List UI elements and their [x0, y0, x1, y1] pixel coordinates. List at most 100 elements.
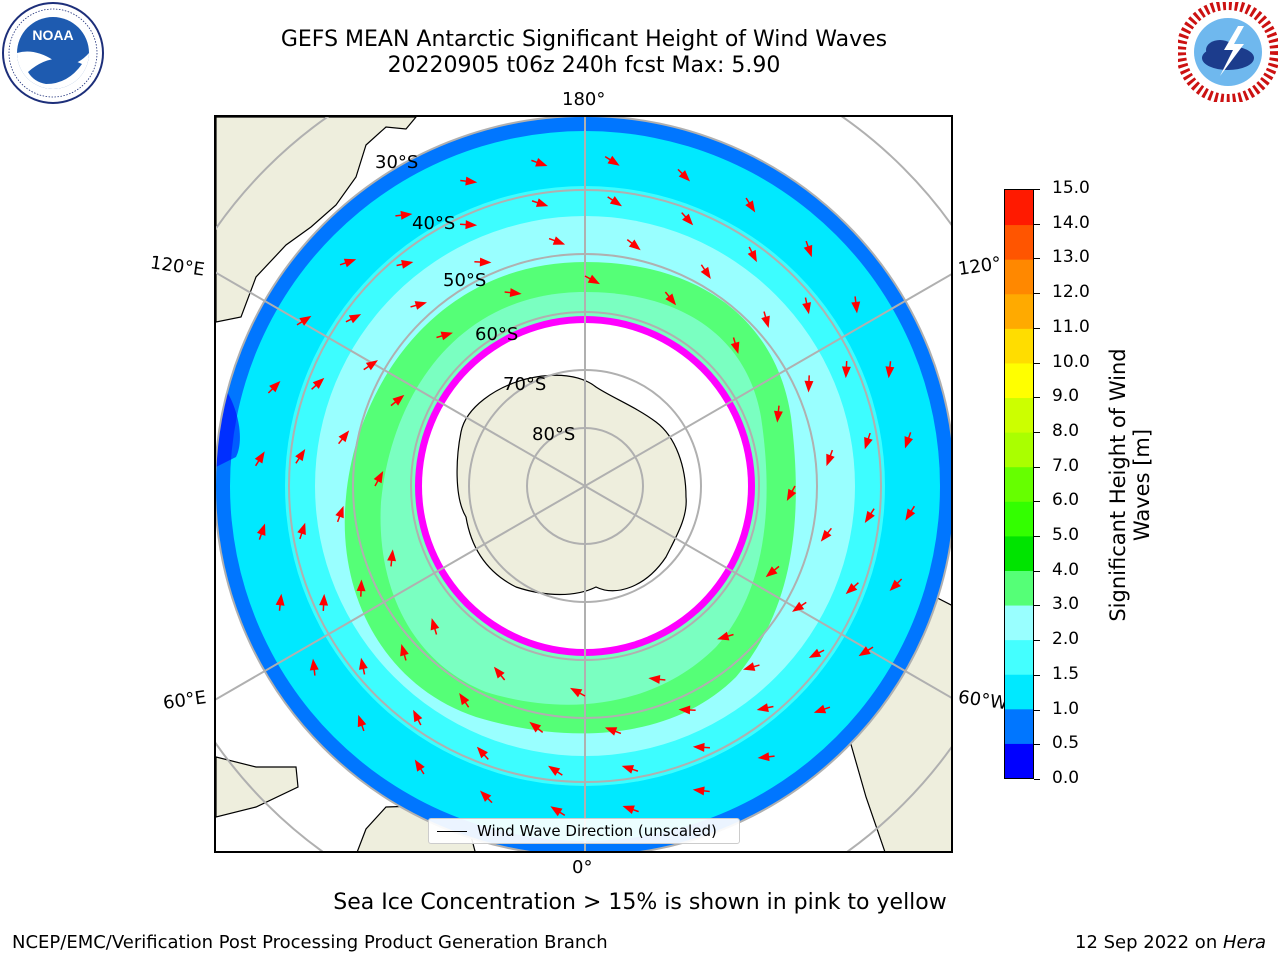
- colorbar-swatch: [1005, 674, 1033, 710]
- wind-arrow-head: [413, 709, 423, 723]
- wind-arrow-head: [804, 380, 814, 393]
- colorbar-tick-label: 4.0: [1052, 559, 1080, 580]
- wind-arrow-head: [757, 752, 770, 762]
- wind-arrow-head: [813, 704, 827, 714]
- wind-arrow-head: [476, 746, 488, 759]
- colorbar-tick-mark: [1034, 466, 1040, 468]
- wind-arrow-head: [587, 274, 600, 285]
- footer-host: Hera: [1222, 932, 1266, 953]
- wind-arrow-head: [465, 176, 478, 186]
- colorbar-swatch: [1005, 328, 1033, 364]
- colorbar-tick-label: 7.0: [1052, 455, 1080, 476]
- colorbar-swatch: [1005, 293, 1033, 329]
- nws-logo: [1176, 0, 1280, 104]
- wind-arrow-head: [312, 377, 325, 389]
- lat-label-50s: 50°S: [443, 270, 487, 291]
- wind-arrow-head: [550, 806, 563, 817]
- wind-arrow-head: [743, 662, 756, 671]
- colorbar-tick-label: 12.0: [1052, 282, 1090, 303]
- wind-arrow-head: [535, 158, 548, 167]
- wind-arrow-head: [479, 790, 492, 802]
- colorbar-tick-mark: [1034, 189, 1040, 190]
- colorbar-swatch: [1005, 605, 1033, 641]
- lat-label-30s: 30°S: [375, 152, 419, 173]
- wind-arrow-head: [365, 360, 378, 371]
- colorbar-tick-mark: [1034, 223, 1040, 225]
- colorbar-swatch: [1005, 362, 1033, 399]
- polar-map[interactable]: [214, 115, 953, 853]
- wind-arrow-head: [845, 583, 858, 595]
- colorbar-tick-mark: [1034, 674, 1040, 676]
- colorbar-tick-label: 5.0: [1052, 525, 1080, 546]
- map-title: GEFS MEAN Antarctic Significant Height o…: [280, 27, 888, 52]
- wind-arrow-head: [765, 566, 778, 578]
- wind-arrow-head: [535, 198, 549, 207]
- colorbar-tick-label: 10.0: [1052, 351, 1090, 372]
- colorbar-tick-label: 0.0: [1052, 768, 1080, 788]
- wind-arrow-head: [529, 721, 542, 733]
- wind-arrow-head: [820, 529, 832, 542]
- wind-arrow-head: [430, 618, 440, 631]
- wind-arrow-head: [864, 510, 875, 523]
- colorbar-tick-label: 0.5: [1052, 733, 1080, 754]
- wind-arrow-head: [338, 430, 350, 443]
- colorbar-tick-label: 14.0: [1052, 212, 1090, 233]
- wind-arrow-head: [665, 293, 677, 306]
- wind-arrow-head: [756, 703, 769, 712]
- wind-arrow-head: [678, 170, 691, 182]
- wind-arrow-head: [761, 315, 770, 328]
- wind-arrow-head: [269, 380, 281, 393]
- wind-arrow-head: [479, 257, 492, 267]
- colorbar-swatch: [1005, 708, 1033, 744]
- wind-arrow-head: [678, 705, 691, 715]
- noaa-logo: NOAA: [2, 2, 104, 104]
- wind-arrow-head: [552, 236, 566, 245]
- colorbar-tick-label: 13.0: [1052, 247, 1090, 268]
- wind-arrow-head: [792, 601, 805, 612]
- wind-arrow-head: [509, 288, 522, 298]
- colorbar-tick-label: 6.0: [1052, 490, 1080, 511]
- wind-arrow-head: [747, 249, 757, 263]
- wind-arrow-head: [786, 488, 797, 501]
- wind-arrow-head: [440, 331, 453, 341]
- colorbar-swatch: [1005, 743, 1033, 778]
- colorbar-tick-mark: [1034, 362, 1040, 364]
- map-legend: Wind Wave Direction (unscaled): [428, 818, 740, 844]
- colorbar-swatch: [1005, 466, 1033, 502]
- wind-arrow-head: [275, 593, 285, 606]
- wind-arrow-head: [826, 453, 835, 467]
- wind-arrow-head: [299, 315, 312, 326]
- lat-label-40s: 40°S: [412, 213, 456, 234]
- colorbar-swatch: [1005, 224, 1033, 260]
- colorbar-swatch: [1005, 190, 1033, 226]
- wind-arrow-head: [392, 394, 405, 406]
- wind-arrow-head: [387, 549, 397, 562]
- wind-arrow-head: [459, 693, 470, 706]
- footer-date: 12 Sep 2022 on Hera: [1075, 932, 1266, 953]
- wind-arrow-head: [570, 687, 583, 698]
- wind-arrow-head: [295, 449, 306, 462]
- wind-arrow-head: [607, 155, 620, 166]
- wind-arrow-head: [348, 314, 362, 324]
- wind-arrow-head: [773, 410, 783, 423]
- colorbar-tick-label: 8.0: [1052, 420, 1080, 441]
- lat-label-60s: 60°S: [475, 324, 519, 345]
- wind-arrow-head: [356, 579, 366, 592]
- wind-arrow-head: [414, 759, 425, 772]
- wind-arrow-head: [885, 366, 895, 379]
- colorbar-swatch: [1005, 639, 1033, 675]
- wind-arrow-head: [692, 742, 705, 752]
- wind-arrow-head: [254, 451, 265, 464]
- legend-label: Wind Wave Direction (unscaled): [477, 822, 717, 840]
- wind-arrow-head: [335, 505, 344, 519]
- colorbar-tick-mark: [1034, 779, 1040, 780]
- wind-arrow-head: [682, 213, 694, 226]
- lat-label-70s: 70°S: [503, 374, 547, 395]
- colorbar-tick-mark: [1034, 536, 1040, 538]
- colorbar-tick-label: 1.0: [1052, 698, 1080, 719]
- wind-arrow-head: [604, 727, 618, 736]
- colorbar-swatch: [1005, 570, 1033, 606]
- polar-map-canvas: [216, 117, 951, 851]
- wind-arrow-head: [343, 258, 357, 268]
- wind-arrow-head: [401, 260, 414, 269]
